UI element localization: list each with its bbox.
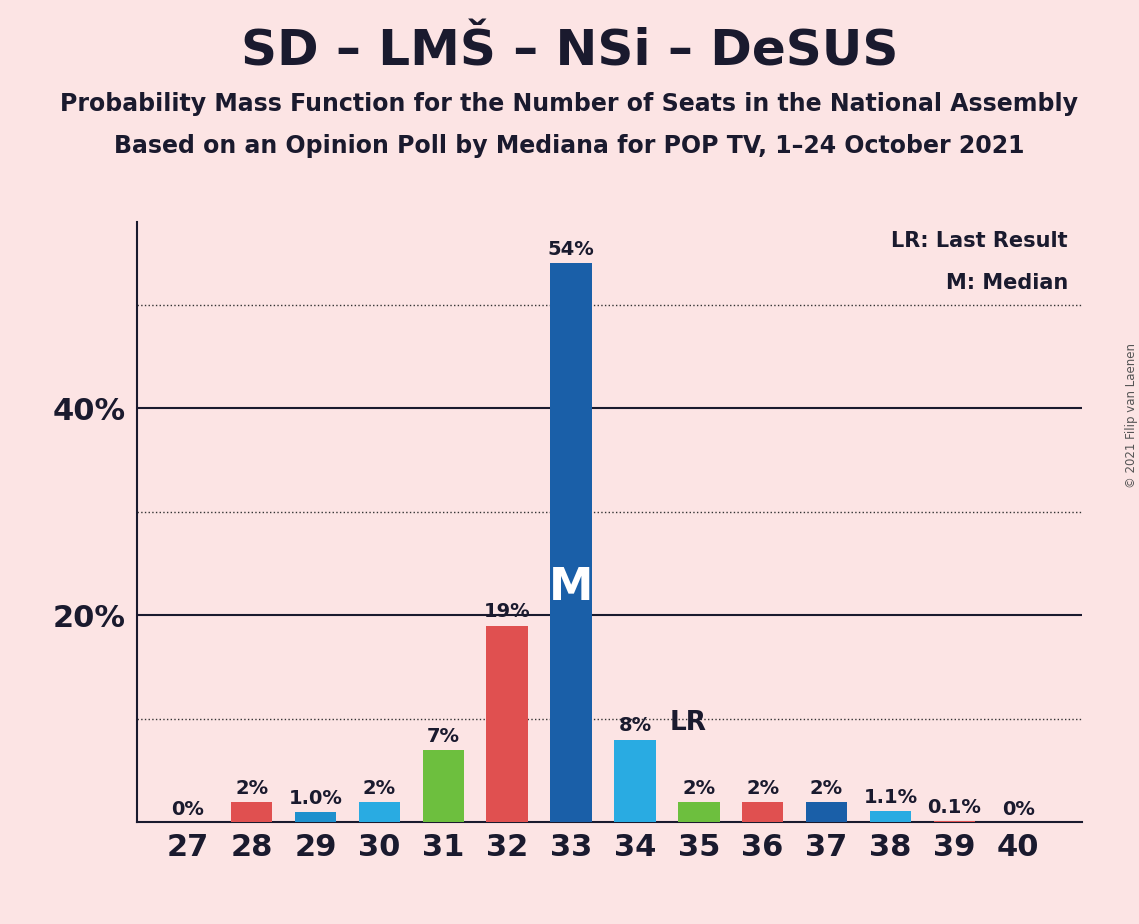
Text: 54%: 54% bbox=[548, 240, 595, 259]
Text: 2%: 2% bbox=[363, 779, 396, 797]
Text: 0.1%: 0.1% bbox=[927, 798, 981, 817]
Bar bbox=[678, 802, 720, 822]
Bar bbox=[359, 802, 400, 822]
Text: LR: LR bbox=[670, 711, 707, 736]
Text: 1.1%: 1.1% bbox=[863, 788, 918, 807]
Bar bbox=[423, 750, 464, 822]
Text: Probability Mass Function for the Number of Seats in the National Assembly: Probability Mass Function for the Number… bbox=[60, 92, 1079, 116]
Bar bbox=[295, 812, 336, 822]
Text: 2%: 2% bbox=[746, 779, 779, 797]
Text: SD – LMŠ – NSi – DeSUS: SD – LMŠ – NSi – DeSUS bbox=[240, 28, 899, 76]
Text: 0%: 0% bbox=[1001, 800, 1034, 820]
Bar bbox=[550, 263, 592, 822]
Text: Based on an Opinion Poll by Mediana for POP TV, 1–24 October 2021: Based on an Opinion Poll by Mediana for … bbox=[114, 134, 1025, 158]
Text: LR: Last Result: LR: Last Result bbox=[891, 231, 1068, 250]
Bar bbox=[870, 811, 911, 822]
Text: 2%: 2% bbox=[235, 779, 268, 797]
Text: 1.0%: 1.0% bbox=[288, 789, 343, 808]
Text: 2%: 2% bbox=[682, 779, 715, 797]
Text: 2%: 2% bbox=[810, 779, 843, 797]
Text: M: M bbox=[549, 566, 593, 609]
Bar bbox=[805, 802, 847, 822]
Text: © 2021 Filip van Laenen: © 2021 Filip van Laenen bbox=[1124, 344, 1138, 488]
Bar bbox=[741, 802, 784, 822]
Bar bbox=[486, 626, 527, 822]
Text: 19%: 19% bbox=[484, 602, 531, 622]
Bar bbox=[934, 821, 975, 822]
Bar bbox=[231, 802, 272, 822]
Text: 8%: 8% bbox=[618, 716, 652, 736]
Bar bbox=[614, 739, 656, 822]
Text: M: Median: M: Median bbox=[945, 273, 1068, 293]
Text: 0%: 0% bbox=[171, 800, 204, 820]
Text: 7%: 7% bbox=[427, 727, 460, 746]
